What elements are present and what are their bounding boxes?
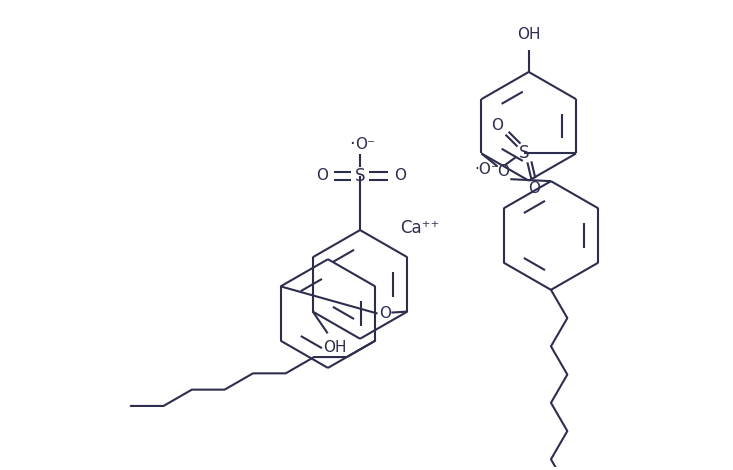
Text: S: S: [519, 144, 530, 163]
Text: OH: OH: [517, 27, 540, 42]
Text: OH: OH: [323, 340, 347, 355]
Text: O: O: [380, 306, 391, 321]
Text: ·O⁻: ·O⁻: [474, 162, 499, 177]
Text: O⁻: O⁻: [355, 137, 375, 152]
Text: O: O: [497, 164, 509, 179]
Text: O: O: [394, 168, 406, 183]
Text: Ca⁺⁺: Ca⁺⁺: [400, 219, 439, 237]
Text: O: O: [490, 118, 503, 133]
Text: ·: ·: [349, 135, 355, 153]
Text: O: O: [317, 168, 328, 183]
Text: O: O: [528, 180, 540, 196]
Text: S: S: [355, 167, 365, 185]
